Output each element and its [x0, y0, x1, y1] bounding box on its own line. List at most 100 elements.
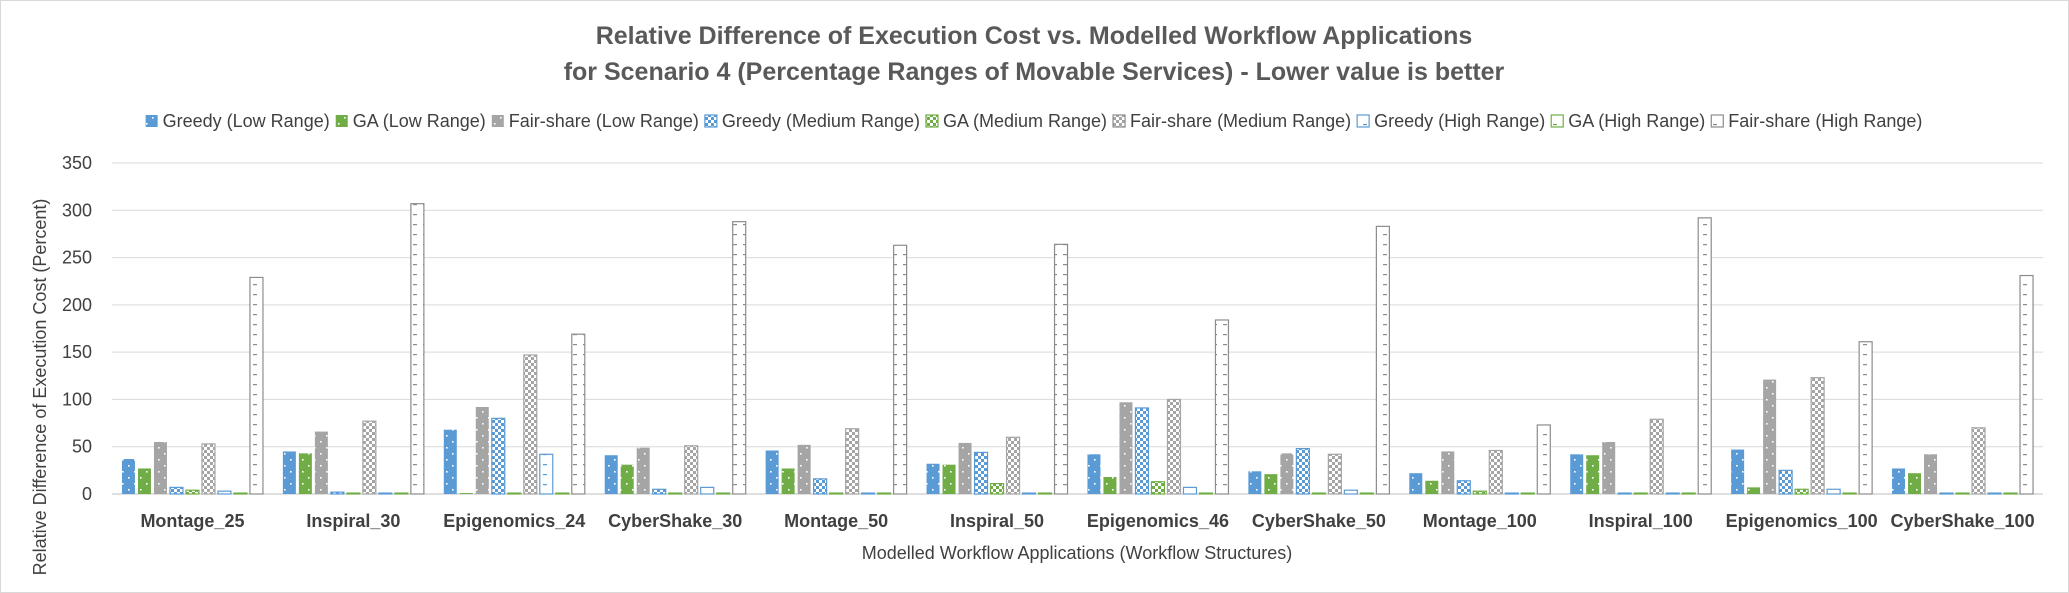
bar [1488, 449, 1503, 495]
bar [1892, 468, 1906, 494]
bar [845, 428, 860, 495]
bar [893, 244, 908, 495]
bar [652, 488, 667, 495]
bar [1586, 455, 1600, 494]
bar [942, 464, 956, 494]
bar [797, 444, 811, 494]
bar [1119, 402, 1133, 494]
bar [1665, 492, 1680, 495]
gridlines [112, 162, 2043, 495]
bar [1037, 492, 1053, 495]
x-tick-label: Montage_25 [140, 511, 244, 531]
bar [1134, 407, 1150, 495]
bar [1520, 492, 1535, 495]
x-tick-label: CyberShake_30 [608, 511, 742, 531]
y-tick-label: 250 [62, 248, 92, 268]
bar [1456, 480, 1471, 495]
bar [1826, 488, 1841, 495]
legend-swatch [1112, 114, 1126, 128]
bar [1021, 492, 1037, 495]
bar [1908, 473, 1922, 494]
bar [378, 492, 393, 495]
bar [1087, 454, 1101, 494]
y-tick-label: 200 [62, 295, 92, 315]
bar [1602, 441, 1616, 494]
bar [732, 221, 747, 495]
bar [1633, 492, 1648, 495]
bar [1939, 492, 1954, 495]
bar [137, 468, 151, 494]
chart-subtitle: for Scenario 4 (Percentage Ranges of Mov… [564, 58, 1505, 86]
bar [249, 276, 264, 495]
bar [1425, 480, 1439, 494]
bar [958, 442, 972, 494]
bar [861, 492, 876, 495]
x-tick-label: Inspiral_50 [950, 511, 1044, 531]
bar [282, 451, 296, 494]
legend-label: GA (Low Range) [353, 111, 486, 131]
bar [1295, 448, 1310, 495]
bar [1375, 225, 1390, 495]
legend-label: GA (High Range) [1568, 111, 1705, 131]
y-axis-title: Relative Difference of Execution Cost (P… [30, 199, 50, 576]
bar [716, 492, 731, 495]
bar [813, 478, 828, 495]
bar [1343, 489, 1358, 495]
bar [1987, 492, 2002, 495]
y-tick-label: 0 [82, 484, 92, 504]
bar [1536, 424, 1551, 495]
bar [346, 492, 361, 495]
bar [1504, 492, 1519, 495]
bar [1570, 454, 1584, 494]
bar [1472, 490, 1487, 495]
bar [1810, 377, 1825, 495]
bar [330, 491, 345, 495]
bar [877, 492, 892, 495]
bar [169, 486, 184, 495]
bar [989, 482, 1005, 495]
bar [781, 468, 795, 494]
bar [571, 333, 586, 495]
bar [1327, 453, 1342, 495]
bar [1150, 481, 1166, 495]
legend-swatch [145, 115, 158, 127]
bar [2003, 492, 2018, 495]
legend-label: Fair-share (High Range) [1728, 111, 1922, 131]
bar [1441, 451, 1455, 494]
bar [2019, 274, 2034, 495]
bar [153, 441, 167, 494]
bar [1649, 418, 1664, 495]
bar [1763, 379, 1777, 494]
bar [1697, 217, 1712, 495]
y-tick-label: 50 [72, 437, 92, 457]
bar [684, 445, 699, 495]
bar [1924, 454, 1938, 494]
bar [1053, 243, 1069, 495]
bar [1794, 488, 1809, 495]
bar [604, 455, 618, 494]
y-tick-label: 350 [62, 153, 92, 173]
x-tick-label: Epigenomics_100 [1726, 511, 1878, 531]
bars [121, 203, 2034, 495]
bar [668, 492, 683, 495]
bar [1005, 436, 1021, 495]
bar [926, 463, 940, 494]
x-tick-label: Epigenomics_24 [443, 511, 585, 531]
bar [314, 431, 328, 494]
bar [1858, 341, 1873, 495]
bar [973, 451, 989, 495]
bar [1955, 492, 1970, 495]
bar [394, 492, 409, 495]
bar [1166, 398, 1182, 495]
bar [443, 429, 457, 494]
bar [829, 492, 844, 495]
bar [1103, 476, 1117, 494]
legend-label: Greedy (High Range) [1374, 111, 1545, 131]
bar [1778, 469, 1793, 495]
legend-label: GA (Medium Range) [943, 111, 1107, 131]
bar [121, 459, 135, 494]
bar [1409, 473, 1423, 494]
bar [1617, 492, 1632, 495]
bar [201, 443, 216, 495]
